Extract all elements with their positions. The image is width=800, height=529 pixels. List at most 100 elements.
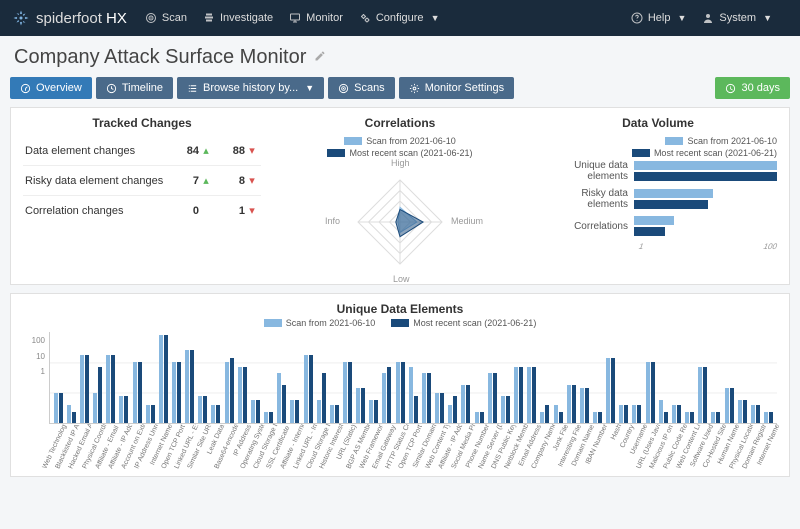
ude-bar-dark (651, 362, 655, 423)
ude-bar-dark (348, 362, 352, 423)
ude-bar-light (264, 412, 268, 424)
ude-bar-light (396, 362, 400, 423)
data-volume-col: Data Volume Scan from 2021-06-10 Most re… (539, 116, 777, 280)
ude-bar-light (711, 412, 715, 424)
ude-bar-dark (466, 385, 470, 423)
ude-bar-light (304, 355, 308, 423)
ude-bar-pair (565, 385, 577, 423)
ude-bar-pair (631, 405, 643, 423)
ude-bar-pair (710, 412, 722, 424)
ude-bar-dark (664, 412, 668, 424)
ude-bar-light (764, 412, 768, 424)
ude-bar-pair (749, 405, 761, 423)
ude-bar-pair (618, 405, 630, 423)
search-icon (203, 12, 215, 24)
ude-bar-pair (460, 385, 472, 423)
nav-scan[interactable]: Scan (145, 12, 187, 24)
ude-bar-light (343, 362, 347, 423)
days-button[interactable]: 30 days (715, 77, 790, 99)
arrow-up-icon: ▴ (199, 144, 213, 157)
ude-bar-light (238, 367, 242, 423)
ude-bar-pair (591, 412, 603, 424)
tab-scans[interactable]: Scans (328, 77, 395, 99)
ude-bar-dark (401, 362, 405, 423)
tracked-row: Correlation changes01▾ (23, 196, 261, 225)
ude-bar-dark (703, 367, 707, 423)
ude-bar-light (382, 373, 386, 423)
ude-bar-pair (328, 405, 340, 423)
tab-browse-history-by-[interactable]: Browse history by...▼ (177, 77, 324, 99)
nav-help[interactable]: Help▼ (631, 12, 687, 24)
nav-label: Help (648, 12, 671, 24)
ude-bar-pair (723, 388, 735, 423)
tab-label: Overview (36, 82, 82, 94)
target-icon (338, 83, 349, 94)
target-icon (145, 12, 157, 24)
volume-bar-dark (634, 227, 665, 236)
edit-title-icon[interactable] (314, 50, 326, 65)
tracked-label: Risky data element changes (25, 175, 167, 187)
days-button-label: 30 days (741, 82, 780, 94)
ude-bar-pair (578, 388, 590, 423)
tracked-up-value: 84 (167, 145, 199, 157)
ude-bar-light (646, 362, 650, 423)
ude-bar-light (119, 396, 123, 423)
ude-bar-dark (756, 405, 760, 423)
nav-label: System (719, 12, 756, 24)
volume-row: Risky data elements (539, 188, 777, 210)
ude-bar-light (738, 400, 742, 423)
arrow-down-icon: ▾ (245, 204, 259, 217)
nav-system[interactable]: System▼ (702, 12, 772, 24)
ude-bar-light (330, 405, 334, 423)
ude-bar-light (580, 388, 584, 423)
ude-bar-dark (322, 373, 326, 423)
nav-investigate[interactable]: Investigate (203, 12, 273, 24)
ude-bar-pair (289, 400, 301, 423)
tab-timeline[interactable]: Timeline (96, 77, 173, 99)
ude-bar-light (146, 405, 150, 423)
clock-icon (725, 83, 736, 94)
ude-bar-pair (539, 405, 551, 423)
ude-panel: Unique Data Elements Scan from 2021-06-1… (10, 293, 790, 477)
brand[interactable]: spiderfoot HX (12, 9, 127, 27)
tab-overview[interactable]: Overview (10, 77, 92, 99)
cog-icon (409, 83, 420, 94)
ude-bar-dark (98, 367, 102, 423)
ude-bar-pair (65, 405, 77, 423)
ude-bar-dark (743, 400, 747, 423)
user-icon (702, 12, 714, 24)
nav-label: Configure (376, 12, 424, 24)
ude-bar-light (435, 393, 439, 423)
ude-bar-light (527, 367, 531, 423)
ude-bar-light (514, 367, 518, 423)
ude-bar-light (54, 393, 58, 423)
tracked-changes-col: Tracked Changes Data element changes84▴8… (23, 116, 261, 280)
ude-bar-pair (315, 373, 327, 423)
tracked-down-value: 88 (213, 145, 245, 157)
axis-label: Low (393, 274, 410, 284)
ude-bar-pair (223, 358, 235, 423)
tab-monitor-settings[interactable]: Monitor Settings (399, 77, 514, 99)
nav-monitor[interactable]: Monitor (289, 12, 343, 24)
legend-label: Most recent scan (2021-06-21) (349, 148, 472, 158)
volume-bar-dark (634, 172, 777, 181)
clock-icon (106, 83, 117, 94)
nav-label: Investigate (220, 12, 273, 24)
ude-bar-light (593, 412, 597, 424)
ude-bar-pair (407, 367, 419, 423)
tracked-label: Data element changes (25, 145, 167, 157)
ude-bar-dark (414, 396, 418, 423)
tracked-label: Correlation changes (25, 205, 167, 217)
nav-configure[interactable]: Configure▼ (359, 12, 440, 24)
volume-bars (634, 161, 777, 181)
ude-bar-dark (203, 396, 207, 423)
arrow-down-icon: ▾ (245, 174, 259, 187)
ude-bar-dark (427, 373, 431, 423)
legend-label: Scan from 2021-06-10 (286, 318, 376, 328)
ude-bar-light (159, 335, 163, 423)
ude-bar-pair (197, 396, 209, 423)
ude-bar-pair (302, 355, 314, 423)
volume-legend: Scan from 2021-06-10 Most recent scan (2… (539, 136, 777, 158)
ude-bar-pair (52, 393, 64, 423)
page-title-row: Company Attack Surface Monitor (0, 36, 800, 77)
